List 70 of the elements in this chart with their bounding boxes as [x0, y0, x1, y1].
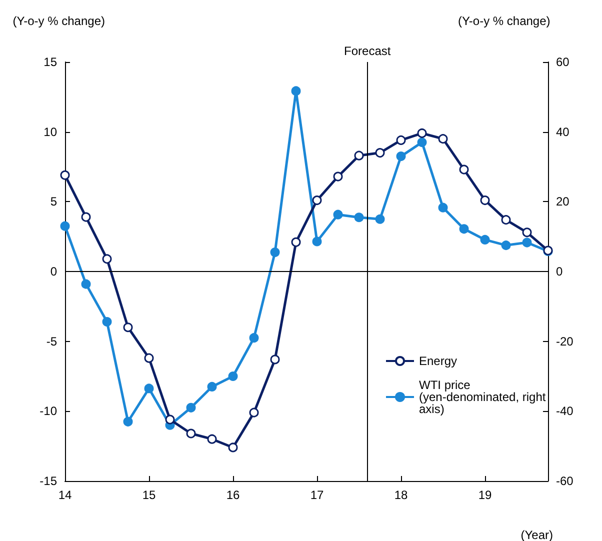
- point: [354, 212, 364, 222]
- legend-label: Energy: [419, 354, 458, 368]
- point: [417, 128, 427, 138]
- point: [270, 248, 280, 258]
- point: [396, 152, 406, 162]
- point: [186, 428, 196, 438]
- point: [207, 382, 217, 392]
- point: [228, 372, 238, 381]
- point: [207, 434, 217, 444]
- point: [480, 196, 490, 206]
- point: [291, 237, 301, 247]
- point: [291, 86, 301, 96]
- point: [459, 224, 469, 234]
- x-tick-label: 16: [226, 488, 240, 502]
- y2-tick-label: 40: [556, 124, 570, 139]
- point: [81, 212, 91, 222]
- point: [249, 333, 259, 343]
- x-tick-label: 18: [394, 488, 408, 502]
- point: [102, 254, 112, 264]
- point: [522, 238, 532, 248]
- point: [375, 148, 385, 158]
- y-tick-label: 0: [50, 264, 58, 278]
- point: [417, 138, 427, 148]
- point: [333, 172, 343, 182]
- legend-label: WTI price (yen-denominated, right axis): [419, 378, 550, 416]
- point: [102, 317, 112, 327]
- point: [396, 135, 406, 145]
- point: [501, 215, 511, 225]
- y-tick-label: -10: [40, 404, 58, 418]
- point: [375, 214, 385, 224]
- y-tick-label: 10: [44, 124, 58, 139]
- point: [123, 416, 133, 426]
- point: [312, 196, 322, 206]
- point: [438, 134, 448, 144]
- y2-tick-label: 60: [556, 55, 570, 69]
- x-tick-label: 17: [310, 488, 324, 502]
- point: [60, 221, 70, 231]
- point: [123, 322, 133, 332]
- point: [312, 236, 322, 246]
- point: [144, 384, 154, 394]
- y2-tick-label: -60: [556, 474, 574, 488]
- y2-tick-label: 0: [556, 264, 563, 278]
- x-tick-label: 14: [58, 488, 72, 502]
- point: [438, 202, 448, 212]
- point: [249, 408, 259, 418]
- y-tick-label: -5: [46, 334, 58, 348]
- point: [144, 353, 154, 363]
- x-tick-label: 15: [142, 488, 156, 502]
- y2-tick-label: 20: [556, 194, 570, 209]
- point: [270, 354, 280, 364]
- point: [333, 210, 343, 220]
- point: [354, 150, 364, 160]
- point: [81, 279, 91, 289]
- point: [501, 240, 511, 250]
- point: [60, 170, 70, 180]
- y2-axis-title: (Y-o-y % change): [458, 14, 550, 28]
- y-tick-label: 5: [50, 194, 58, 209]
- point: [480, 234, 490, 244]
- x-tick-label: 19: [478, 488, 492, 502]
- point: [165, 414, 175, 424]
- y2-tick-label: -40: [556, 404, 574, 418]
- y-tick-label: -15: [40, 474, 58, 488]
- point: [459, 164, 469, 174]
- ref-line-label: Forecast: [344, 44, 392, 58]
- y-tick-label: 15: [44, 55, 58, 69]
- point: [186, 402, 196, 412]
- point: [522, 228, 532, 238]
- y2-tick-label: -20: [556, 334, 574, 348]
- y-axis-title: (Y-o-y % change): [12, 14, 105, 28]
- point: [228, 442, 238, 452]
